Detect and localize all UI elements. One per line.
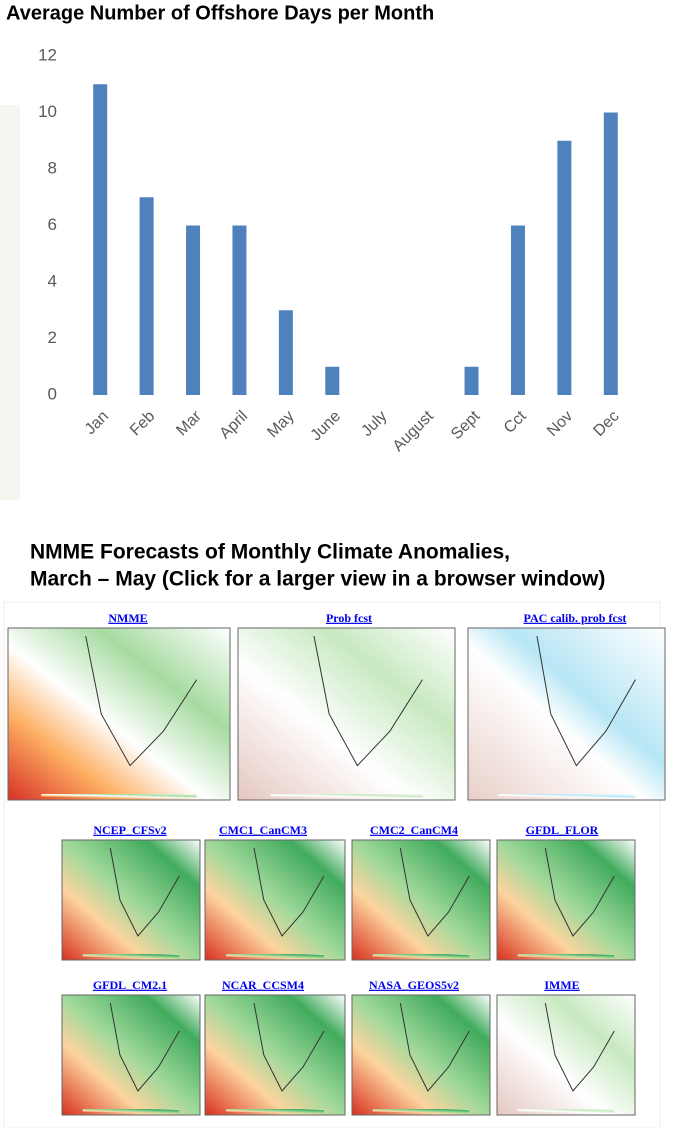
map-colorbar [372, 954, 470, 958]
map-image[interactable] [204, 839, 346, 961]
y-tick-label: 6 [48, 215, 57, 234]
map-coastline [544, 1002, 615, 1092]
bar [232, 225, 247, 395]
x-tick-label: June [308, 408, 345, 445]
map-link[interactable]: Prob fcst [326, 611, 372, 625]
section-title: March – May (Click for a larger view in … [30, 568, 605, 591]
map-coastline [399, 1002, 470, 1092]
bar [186, 225, 201, 395]
map-image[interactable] [351, 994, 491, 1116]
map-colorbar [270, 794, 423, 798]
bar [557, 140, 572, 395]
map-link[interactable]: GFDL_FLOR [526, 823, 599, 837]
y-tick-label: 12 [38, 45, 57, 64]
map-link[interactable]: NCEP_CFSv2 [93, 823, 166, 837]
map-image[interactable] [351, 839, 491, 961]
x-tick-label: April [217, 408, 252, 443]
y-tick-label: 10 [38, 102, 57, 121]
map-colorbar [82, 954, 180, 958]
map-image[interactable] [61, 994, 201, 1116]
y-tick-label: 0 [48, 384, 57, 403]
bar [325, 366, 340, 395]
map-colorbar [226, 1109, 324, 1113]
map-image[interactable] [237, 627, 456, 801]
x-tick-label: Cct [501, 407, 530, 436]
map-colorbar [517, 954, 615, 958]
map-image[interactable] [496, 994, 636, 1116]
map-colorbar [372, 1109, 470, 1113]
map-coastline [313, 635, 423, 767]
map-colorbar [41, 794, 197, 798]
bar [278, 310, 293, 395]
x-tick-label: Mar [173, 407, 205, 439]
bar [510, 225, 525, 395]
x-tick-label: Dec [590, 408, 622, 440]
bar [139, 197, 154, 395]
map-coastline [85, 635, 198, 767]
map-link[interactable]: CMC1_CanCM3 [219, 823, 307, 837]
map-coastline [253, 847, 325, 937]
side-strip [0, 105, 20, 500]
map-link[interactable]: NMME [108, 611, 147, 625]
map-link[interactable]: IMME [544, 978, 579, 992]
bar [464, 366, 479, 395]
y-tick-label: 8 [48, 158, 57, 177]
map-link[interactable]: GFDL_CM2.1 [93, 978, 167, 992]
map-coastline [109, 1002, 180, 1092]
map-link[interactable]: PAC calib. prob fcst [524, 611, 627, 625]
map-image[interactable] [61, 839, 201, 961]
map-link[interactable]: NCAR_CCSM4 [222, 978, 304, 992]
x-tick-label: Jan [82, 408, 112, 438]
x-tick-label: Nov [544, 408, 576, 440]
section-title: NMME Forecasts of Monthly Climate Anomal… [30, 541, 510, 564]
map-coastline [253, 1002, 325, 1092]
map-image[interactable] [7, 627, 231, 801]
map-colorbar [82, 1109, 180, 1113]
bar [93, 84, 108, 395]
map-coastline [109, 847, 180, 937]
x-tick-label: August [390, 407, 438, 455]
chart-title: Average Number of Offshore Days per Mont… [6, 2, 434, 24]
x-tick-label: Feb [127, 408, 159, 440]
map-colorbar [517, 1109, 615, 1113]
map-image[interactable] [496, 839, 636, 961]
map-colorbar [226, 954, 324, 958]
x-tick-label: July [358, 408, 390, 440]
map-coastline [536, 635, 636, 767]
map-link[interactable]: CMC2_CanCM4 [370, 823, 458, 837]
map-coastline [399, 847, 470, 937]
map-link[interactable]: NASA_GEOS5v2 [369, 978, 459, 992]
bar [603, 112, 618, 395]
map-image[interactable] [204, 994, 346, 1116]
map-coastline [544, 847, 615, 937]
y-tick-label: 4 [48, 271, 57, 290]
x-tick-label: May [264, 408, 297, 441]
map-image[interactable] [467, 627, 666, 801]
map-colorbar [497, 794, 636, 798]
y-tick-label: 2 [48, 328, 57, 347]
x-tick-label: Sept [448, 407, 484, 443]
